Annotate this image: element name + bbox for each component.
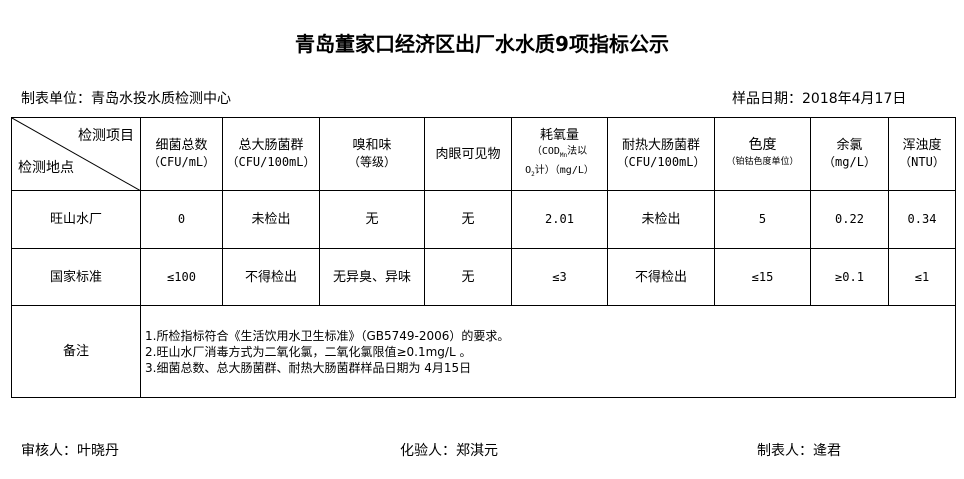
water-quality-table: 检测项目 检测地点 细菌总数 （CFU/mL） 总大肠菌群 （CFU/100mL） … [11,117,956,398]
col-name: 色度 [748,137,777,153]
col-unit: （等级） [347,155,396,169]
preparer: 制表人：逄君 [757,443,841,459]
value-cell: 0.34 [888,190,956,249]
col-name: 浑浊度 [902,138,942,153]
note-item: 2.旺山水厂消毒方式为二氧化氯，二氧化氯限值≥0.1mg/L 。 [145,344,472,359]
table-row: 国家标准 ≤100 不得检出 无异臭、异味 无 ≤3 不得检出 ≤15 ≥0.1… [11,248,956,306]
col-header: 浑浊度 （NTU） [888,117,956,191]
value-cell: 未检出 [607,190,715,249]
note-item: 1.所检指标符合《生活饮用水卫生标准》（GB5749-2006）的要求。 [145,328,510,343]
value-cell: ≤3 [511,248,608,306]
col-unit: （CODMn法以 O2计）（mg/L） [525,145,594,178]
value-cell: 不得检出 [607,248,715,306]
col-header: 余氯 （mg/L） [810,117,889,191]
value-cell: ≥0.1 [810,248,889,306]
site-cell: 国家标准 [11,248,141,306]
sample-date: 样品日期：2018年4月17日 [732,91,907,107]
value-cell: 无 [424,248,512,306]
col-header: 耐热大肠菌群 （CFU/100mL） [607,117,715,191]
col-unit: （NTU） [899,155,945,169]
col-name: 耐热大肠菌群 [621,138,700,153]
col-header: 色度 （铂钴色度单位） [714,117,811,191]
site-cell: 旺山水厂 [11,190,141,249]
item-label: 检测项目 [78,128,134,144]
col-header: 嗅和味 （等级） [319,117,425,191]
col-unit: （mg/L） [823,155,876,169]
diagonal-header-cell: 检测项目 检测地点 [11,117,141,191]
col-name: 耗氧量 [539,127,579,143]
col-unit: （CFU/100mL） [616,155,706,169]
value-cell: 无 [424,190,512,249]
notes-cell: 1.所检指标符合《生活饮用水卫生标准》（GB5749-2006）的要求。 2.旺… [140,305,956,398]
value-cell: ≤1 [888,248,956,306]
value-cell: 2.01 [511,190,608,249]
value-cell: ≤100 [140,248,223,306]
note-item: 3.细菌总数、总大肠菌群、耐热大肠菌群样品日期为 4月15日 [145,360,472,375]
value-cell: 5 [714,190,811,249]
notes-row: 备注 1.所检指标符合《生活饮用水卫生标准》（GB5749-2006）的要求。 … [11,305,956,398]
value-cell: 0.22 [810,190,889,249]
diagonal-line [12,118,140,190]
page-title: 青岛董家口经济区出厂水水质9项指标公示 [295,32,669,56]
col-name: 细菌总数 [155,138,208,153]
value-cell: ≤15 [714,248,811,306]
col-header: 肉眼可见物 [424,117,512,191]
col-unit: （CFU/mL） [147,155,216,169]
header-row: 检测项目 检测地点 细菌总数 （CFU/mL） 总大肠菌群 （CFU/100mL） … [11,117,956,191]
value-cell: 不得检出 [222,248,320,306]
tester: 化验人：郑淇元 [400,443,498,459]
site-label: 检测地点 [18,160,74,176]
col-header: 耗氧量 （CODMn法以 O2计）（mg/L） [511,117,608,191]
col-header: 总大肠菌群 （CFU/100mL） [222,117,320,191]
issuing-unit: 制表单位：青岛水投水质检测中心 [21,91,231,107]
col-unit: （CFU/100mL） [226,155,316,169]
col-name: 嗅和味 [352,138,392,153]
col-unit: （铂钴色度单位） [726,157,799,167]
notes-label: 备注 [11,305,141,398]
col-header: 细菌总数 （CFU/mL） [140,117,223,191]
reviewer: 审核人：叶晓丹 [21,443,119,459]
value-cell: 无 [319,190,425,249]
value-cell: 未检出 [222,190,320,249]
col-name: 总大肠菌群 [238,138,304,153]
value-cell: 无异臭、异味 [319,248,425,306]
col-name: 余氯 [836,138,863,153]
value-cell: 0 [140,190,223,249]
table-row: 旺山水厂 0 未检出 无 无 2.01 未检出 5 0.22 0.34 [11,190,956,249]
col-name: 肉眼可见物 [435,146,501,162]
